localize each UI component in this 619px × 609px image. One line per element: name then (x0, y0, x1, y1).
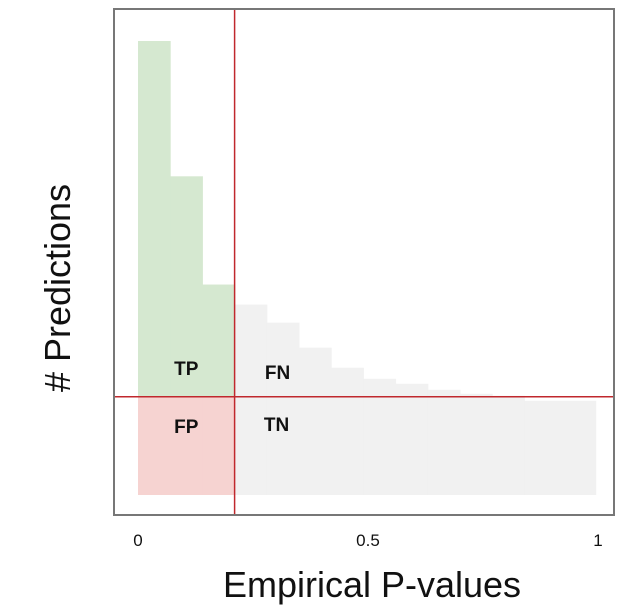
x-tick-label: 0.5 (356, 531, 380, 550)
histogram-bar (395, 383, 429, 495)
histogram-bar (299, 347, 332, 495)
histogram-bar (266, 322, 300, 495)
region-label-tp: TP (174, 359, 199, 380)
histogram-bar (363, 378, 397, 495)
fp-region-bar (138, 396, 171, 495)
histogram-bar (460, 393, 493, 495)
plot-frame (113, 8, 615, 516)
histogram-bar (234, 304, 268, 495)
x-tick-label: 1 (593, 531, 602, 550)
x-axis-label: Empirical P-values (223, 564, 521, 605)
histogram-bar (492, 395, 525, 495)
histogram-bars (138, 41, 597, 495)
fp-region-bar (202, 396, 236, 495)
region-label-fp: FP (174, 417, 199, 438)
histogram-bar (331, 367, 364, 495)
region-label-fn: FN (265, 363, 290, 384)
histogram-bar (524, 400, 597, 495)
region-label-tn: TN (264, 415, 289, 436)
fp-region-bar (170, 396, 203, 495)
histogram-bar (427, 389, 461, 495)
y-axis-label: # Predictions (37, 184, 78, 392)
fp-region-layer (138, 396, 236, 495)
x-tick-label: 0 (133, 531, 142, 550)
